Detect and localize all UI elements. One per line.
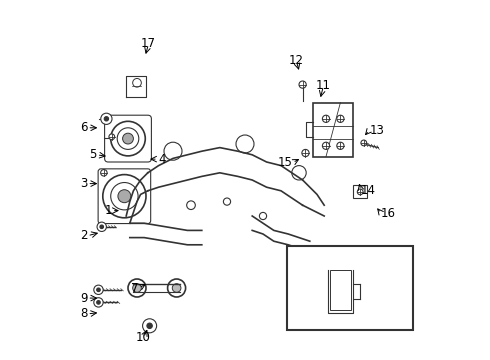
Circle shape — [101, 113, 112, 125]
Circle shape — [334, 280, 340, 285]
Text: 16: 16 — [381, 207, 396, 220]
Circle shape — [334, 296, 340, 302]
Text: 1: 1 — [104, 204, 112, 217]
Text: 14: 14 — [361, 184, 376, 197]
Text: 17: 17 — [141, 37, 156, 50]
Circle shape — [97, 288, 100, 292]
Circle shape — [337, 115, 344, 122]
Circle shape — [100, 170, 107, 176]
Circle shape — [172, 284, 181, 292]
Circle shape — [341, 296, 347, 302]
Circle shape — [361, 140, 367, 146]
Bar — [330, 270, 351, 310]
Circle shape — [133, 284, 141, 292]
Circle shape — [322, 142, 330, 149]
Circle shape — [322, 115, 330, 122]
Circle shape — [122, 133, 133, 144]
Text: 5: 5 — [89, 148, 97, 161]
Text: 4: 4 — [158, 153, 166, 166]
Bar — [314, 103, 353, 157]
Circle shape — [104, 117, 109, 121]
Text: 15: 15 — [278, 156, 293, 169]
Text: 13: 13 — [369, 124, 384, 137]
Text: 11: 11 — [316, 79, 331, 92]
Circle shape — [97, 301, 100, 304]
Text: 18: 18 — [319, 246, 335, 259]
Text: 8: 8 — [80, 307, 87, 320]
Text: 6: 6 — [80, 121, 87, 134]
Text: 7: 7 — [131, 282, 139, 294]
Circle shape — [109, 134, 115, 140]
Circle shape — [341, 280, 347, 285]
Text: 12: 12 — [289, 54, 304, 67]
Circle shape — [302, 149, 309, 157]
Circle shape — [357, 189, 363, 195]
Text: 3: 3 — [80, 177, 87, 190]
Text: 9: 9 — [80, 292, 87, 305]
Bar — [353, 185, 368, 198]
Circle shape — [118, 190, 131, 203]
Circle shape — [94, 298, 103, 307]
Bar — [288, 246, 414, 330]
Circle shape — [147, 323, 152, 328]
Circle shape — [94, 285, 103, 294]
Circle shape — [143, 319, 157, 333]
Circle shape — [97, 222, 106, 231]
Circle shape — [337, 142, 344, 149]
Circle shape — [299, 81, 306, 88]
Text: 2: 2 — [80, 229, 87, 242]
Circle shape — [100, 225, 103, 229]
Text: 10: 10 — [136, 331, 151, 344]
